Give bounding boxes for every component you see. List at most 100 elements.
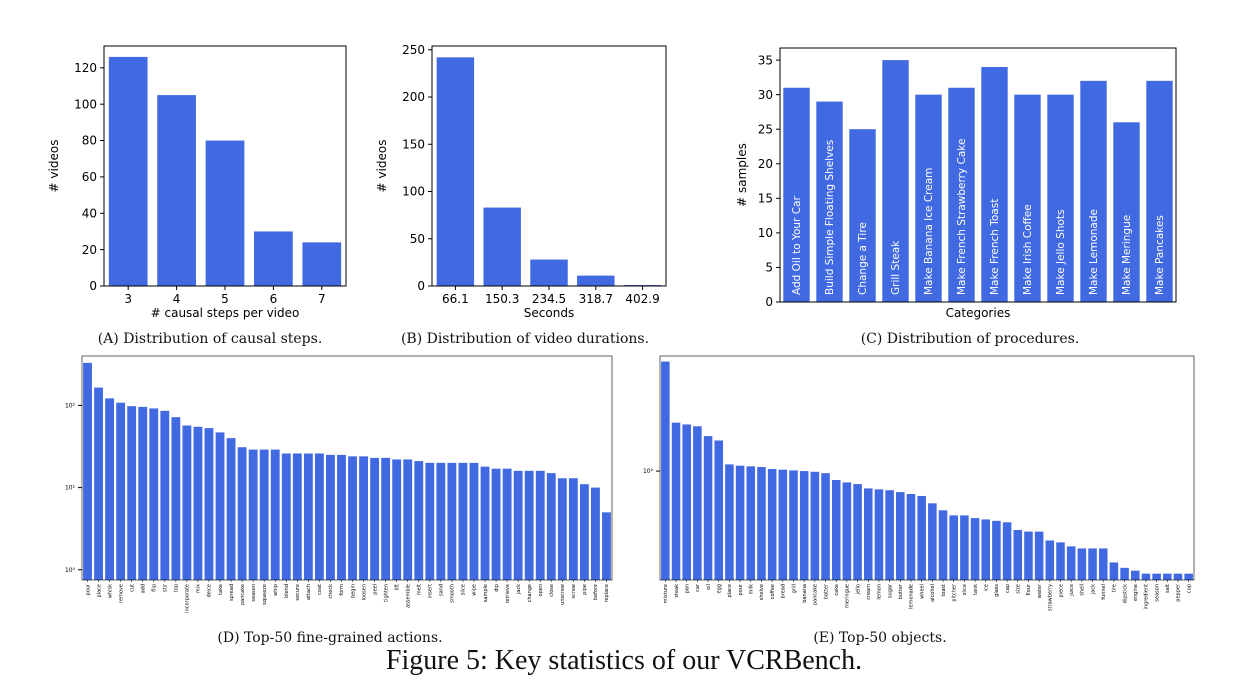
bar-label: Build Simple Floating Shelves [824,140,836,295]
bar-alcohol [928,503,937,580]
x-tick-label: egg [716,584,722,593]
x-tick-label: incorporate [185,584,191,613]
x-tick-label: squeeze [262,584,268,605]
x-tick-label: batter [823,583,829,599]
x-tick-label: banana [802,584,808,603]
x-tick-label: jack [516,584,522,595]
bar-melt [414,461,424,580]
y-tick-label: 25 [758,122,773,136]
bar-label: Make Pancakes [1154,215,1166,295]
x-tick-label: 234.5 [532,292,566,306]
bar-mix [193,426,203,580]
x-tick-label: ingredient [1144,584,1150,610]
bar-place [725,464,734,580]
chart-procedures: 0 5 10 15 20 25 30 35 Add Oil to Your Car Build S… [735,47,1177,320]
x-tick-label: jack [1090,584,1096,595]
y-tick-label: 15 [758,192,773,206]
bar-change [524,470,534,580]
x-tick-label: strawberry [1048,584,1054,611]
bar-banana [799,471,809,580]
x-tick-label: 5 [221,292,229,306]
x-tick-label: 402.9 [625,292,659,306]
bar-make-jello-shots [1047,94,1074,302]
bar-mixture [661,361,670,580]
x-tick-label: insert [428,584,434,598]
bar-add [138,406,148,580]
x-tick-label: tighten [383,584,389,602]
bar-ice [981,519,991,580]
bar-salt [1163,573,1172,580]
bar-label: Make Banana Ice Cream [923,168,935,295]
x-axis-label: Seconds [524,306,574,320]
y-tick-label: 10¹ [65,485,76,492]
plot-frame [81,355,613,581]
x-tick-label: dipstick [1122,584,1128,603]
bar-3 [108,56,148,286]
x-tick-label: salt [1165,584,1171,593]
bar-form [337,454,346,580]
y-tick-label: 200 [402,90,425,104]
x-tick-label: bread [781,584,787,598]
x-tick-label: milk [749,584,755,595]
bar-season [248,449,258,580]
x-tick-label: piece [1058,584,1064,597]
bar-make-meringue [1113,122,1140,302]
x-tick-label: deice [207,584,213,597]
bar-label: Make French Toast [989,199,1001,295]
bar-car [693,426,702,580]
x-tick-label: replace [604,584,610,602]
bar-150.3 [483,207,521,286]
caption-b: (B) Distribution of video durations. [400,331,650,347]
x-tick-label: loosen [361,584,367,600]
y-tick-label: 250 [402,43,425,57]
bar-coffee [767,469,777,580]
x-axis-label: # causal steps per video [151,306,300,320]
bar-jack [513,470,523,580]
bar-engine [1130,570,1140,580]
bar-pepper [1173,573,1183,580]
bar-dip [491,468,501,580]
bar-label: Change a Tire [857,222,869,295]
x-tick-label: blend [284,584,290,598]
bar-coat [314,453,324,580]
bar-water [1034,531,1044,580]
x-tick-label: mixture [663,584,669,603]
x-tick-label: secure [295,584,301,601]
x-tick-label: sample [483,584,489,602]
plot-frame [659,355,1195,581]
bar-add-oil-to-your-car [783,87,810,302]
chart-causal-steps: 0 20 40 60 80 100 120 3 4 5 6 7 # causal steps per v… [47,45,347,320]
x-tick-label: lemon [877,584,883,600]
bar-jello [853,484,862,580]
y-axis-label: # videos [47,140,61,193]
bar-sugar [885,490,894,580]
bar-label: Make Jello Shots [1055,210,1067,295]
bar-cream [863,488,873,580]
x-tick-label: shell [1080,584,1086,596]
bar-smooth [447,462,457,580]
bar-secure [292,453,302,580]
bar-tighten [381,457,391,580]
bar-pour [735,465,745,580]
bar-pour [83,362,92,580]
bar-shell [1077,548,1087,580]
x-tick-label: pancake [240,584,246,605]
bar-stir [160,410,170,580]
y-tick-label: 60 [82,170,97,184]
x-tick-label: tank [973,584,979,595]
y-tick-label: 30 [758,88,773,102]
x-tick-label: shelve [759,584,765,600]
y-tick-label: 50 [410,232,425,246]
caption-d: (D) Top-50 fine-grained actions. [217,630,443,646]
bar-pan [682,424,691,580]
bar-make-french-strawberry-cake [948,87,975,302]
x-tick-label: form [339,584,345,596]
y-tick-label: 35 [758,53,773,67]
x-tick-label: season [251,584,257,602]
bar-label: Add Oil to Your Car [791,196,803,296]
bar-318.7 [577,275,615,286]
bar-butter [896,492,905,580]
x-tick-label: 6 [270,292,278,306]
x-tick-label: cream [866,584,872,600]
